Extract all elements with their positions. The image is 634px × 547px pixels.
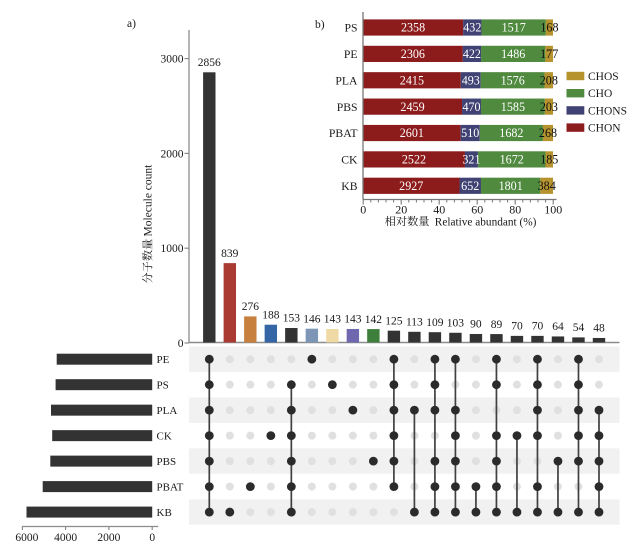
svg-text:125: 125 [385,315,403,327]
svg-text:PBAT: PBAT [157,481,184,493]
svg-text:4000: 4000 [54,532,77,544]
svg-text:a): a) [127,18,136,30]
svg-text:103: 103 [447,317,465,329]
svg-text:168: 168 [540,21,558,35]
svg-text:KB: KB [157,507,172,519]
svg-text:493: 493 [462,73,480,87]
svg-text:90: 90 [470,319,482,331]
svg-text:1576: 1576 [501,73,525,87]
svg-text:1585: 1585 [501,100,525,114]
svg-text:185: 185 [540,153,558,167]
svg-text:70: 70 [511,321,523,333]
svg-text:PBS: PBS [337,101,358,114]
svg-text:b): b) [315,19,325,31]
svg-text:CK: CK [341,154,358,167]
svg-text:470: 470 [462,100,480,114]
svg-text:PE: PE [344,48,358,61]
svg-text:48: 48 [593,323,605,335]
svg-text:109: 109 [426,317,444,329]
svg-text:CHON: CHON [588,123,621,135]
svg-text:1672: 1672 [500,153,524,167]
svg-text:64: 64 [552,321,564,333]
svg-text:384: 384 [538,179,556,193]
svg-text:CK: CK [157,430,172,442]
svg-text:1682: 1682 [499,126,523,140]
svg-text:208: 208 [540,73,558,87]
svg-text:2927: 2927 [399,179,423,193]
svg-text:510: 510 [461,126,479,140]
svg-text:2000: 2000 [97,532,120,544]
svg-text:422: 422 [463,47,481,61]
svg-text:143: 143 [344,314,362,326]
svg-text:PBS: PBS [157,456,177,468]
svg-text:89: 89 [491,319,503,331]
svg-text:2459: 2459 [400,100,424,114]
svg-text:20: 20 [395,203,407,217]
svg-text:652: 652 [461,179,479,193]
svg-text:1486: 1486 [501,47,525,61]
svg-text:146: 146 [303,313,321,325]
svg-text:0: 0 [360,203,366,217]
svg-text:6000: 6000 [15,532,38,544]
svg-text:54: 54 [573,322,585,334]
svg-text:1517: 1517 [502,21,526,35]
svg-text:0: 0 [178,338,184,350]
svg-text:100: 100 [544,203,562,217]
svg-text:Molecule count: Molecule count [143,164,155,237]
svg-text:2306: 2306 [401,47,425,61]
svg-text:PE: PE [157,354,170,366]
svg-text:432: 432 [463,21,481,35]
svg-text:2415: 2415 [400,73,424,87]
svg-text:268: 268 [539,126,557,140]
svg-text:40: 40 [433,203,445,217]
svg-text:113: 113 [406,317,423,329]
svg-text:KB: KB [341,180,357,193]
svg-text:2601: 2601 [400,126,424,140]
svg-text:PLA: PLA [157,405,178,417]
svg-text:142: 142 [365,314,383,326]
svg-text:3000: 3000 [161,54,184,66]
svg-text:153: 153 [283,313,301,325]
svg-text:Relative abundant (%): Relative abundant (%) [435,216,537,228]
svg-text:PLA: PLA [335,74,358,87]
svg-text:80: 80 [509,203,521,217]
svg-text:2000: 2000 [161,148,184,160]
svg-text:70: 70 [532,321,544,333]
svg-text:2522: 2522 [402,153,426,167]
svg-text:839: 839 [221,248,239,260]
svg-text:2358: 2358 [401,21,425,35]
svg-text:CHO: CHO [588,88,612,100]
svg-text:188: 188 [262,309,280,321]
svg-text:0: 0 [149,532,155,544]
svg-text:CHONS: CHONS [588,105,627,117]
svg-text:276: 276 [242,301,260,313]
svg-text:1000: 1000 [161,243,184,255]
svg-text:143: 143 [324,314,342,326]
svg-text:PS: PS [157,379,169,391]
svg-text:PS: PS [344,22,357,35]
svg-text:1801: 1801 [499,179,523,193]
svg-text:2856: 2856 [198,57,221,69]
svg-text:CHOS: CHOS [588,71,619,83]
svg-text:203: 203 [540,100,558,114]
svg-text:177: 177 [540,47,558,61]
svg-text:321: 321 [462,153,480,167]
svg-text:PBAT: PBAT [329,127,358,140]
svg-text:60: 60 [471,203,483,217]
